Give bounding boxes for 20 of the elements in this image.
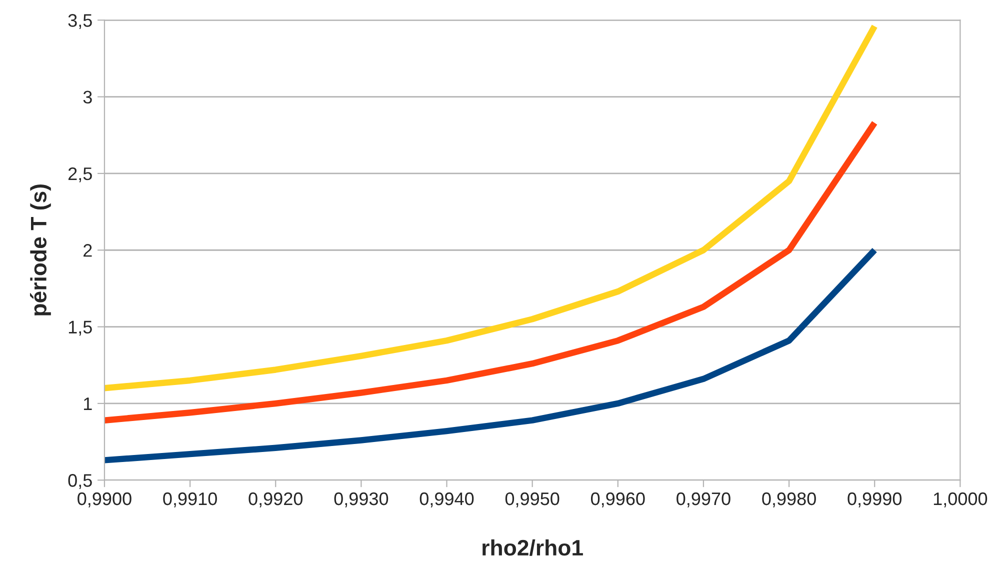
y-tick-label: 2,5 [68, 167, 92, 182]
x-tick-label: 1,0000 [934, 492, 988, 508]
x-tick-label: 0,9980 [762, 492, 816, 508]
y-tick-label: 1,5 [68, 320, 92, 336]
y-tick-label: 3,5 [68, 14, 92, 29]
x-tick-label: 0,9950 [505, 492, 560, 508]
x-tick-label: 0,9900 [78, 492, 132, 508]
x-axis-title: rho2/rho1 [482, 539, 583, 556]
y-tick-label: 3 [83, 90, 92, 104]
x-tick-label: 0,9910 [163, 492, 217, 508]
x-tick-label: 0,9970 [676, 492, 730, 508]
x-tick-label: 0,9940 [420, 492, 474, 508]
x-tick-label: 0,9920 [248, 492, 303, 508]
y-tick-label: 1 [84, 398, 92, 410]
y-tick-label: 0,5 [68, 474, 92, 489]
x-tick-label: 0,9930 [334, 492, 388, 508]
x-tick-label: 0,9960 [590, 492, 645, 508]
x-tick-label: 0,9990 [848, 492, 902, 508]
y-tick-label: 2 [84, 244, 92, 257]
y-axis-title: période T (s) [30, 184, 51, 316]
